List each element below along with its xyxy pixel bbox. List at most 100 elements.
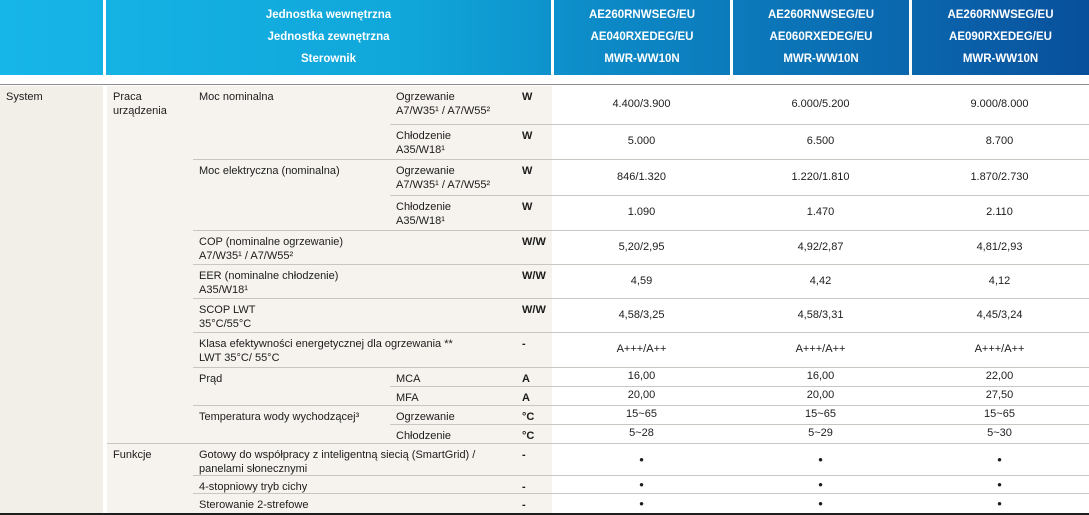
row-unit: W (510, 195, 552, 230)
header-divider (730, 0, 733, 75)
value-cell: 2.110 (910, 195, 1089, 230)
spec-table: System Praca urządzenia Funkcje Moc nomi… (0, 86, 1089, 513)
product-3-indoor-model: AE260RNWSEG/EU (947, 9, 1054, 21)
value-cell: 15~65 (731, 405, 910, 424)
value-cell: 8.700 (910, 124, 1089, 159)
value-cell: 4,12 (910, 264, 1089, 298)
value-cell: A+++/A++ (910, 332, 1089, 367)
row-label: Moc nominalna (193, 86, 390, 159)
feature-dot-cell: • (731, 475, 910, 493)
row-label: Prąd (193, 367, 390, 405)
row-unit: A (510, 367, 552, 386)
value-cell: 4,45/3,24 (910, 298, 1089, 332)
value-cell: A+++/A++ (552, 332, 731, 367)
value-cell: 4,58/3,31 (731, 298, 910, 332)
product-3-controller-model: MWR-WW10N (962, 53, 1039, 65)
row-unit: °C (510, 405, 552, 424)
row-sublabel: MCA (390, 367, 510, 386)
row-label: Gotowy do współpracy z inteligentną siec… (193, 443, 510, 475)
value-cell: 4,42 (731, 264, 910, 298)
group-label-praca-urzadzenia: Praca urządzenia (107, 86, 193, 443)
row-label: Sterowanie 2-strefowe (193, 493, 510, 513)
header-unit-type-cell: Jednostka wewnętrzna Jednostka zewnętrzn… (106, 0, 551, 75)
value-cell: 1.870/2.730 (910, 159, 1089, 195)
product-2-outdoor-model: AE060RXEDEG/EU (769, 31, 873, 43)
value-cell: 16,00 (731, 367, 910, 386)
header-divider (103, 0, 106, 75)
value-cell: 5,20/2,95 (552, 230, 731, 264)
header-controller-label: Sterownik (301, 53, 356, 65)
row-unit: - (510, 443, 552, 475)
row-unit: - (510, 332, 552, 367)
row-sublabel: Ogrzewanie A7/W35¹ / A7/W55² (390, 159, 510, 195)
product-1-outdoor-model: AE040RXEDEG/EU (590, 31, 694, 43)
value-cell: 1.470 (731, 195, 910, 230)
row-unit: W (510, 86, 552, 124)
value-cell: 4,92/2,87 (731, 230, 910, 264)
feature-dot-cell: • (731, 443, 910, 475)
header-outdoor-unit-label: Jednostka zewnętrzna (267, 31, 390, 43)
product-1-controller-model: MWR-WW10N (604, 53, 680, 65)
row-sublabel: MFA (390, 386, 510, 405)
value-cell: 5.000 (552, 124, 731, 159)
value-cell: 15~65 (910, 405, 1089, 424)
table-header-band: Jednostka wewnętrzna Jednostka zewnętrzn… (0, 0, 1089, 75)
value-cell: 5~29 (731, 424, 910, 443)
row-sublabel: Chłodzenie A35/W18¹ (390, 195, 510, 230)
value-cell: 5~28 (552, 424, 731, 443)
value-cell: 4.400/3.900 (612, 98, 671, 111)
feature-dot-cell: • (910, 443, 1089, 475)
feature-dot-cell: • (552, 443, 731, 475)
value-cell: 16,00 (552, 367, 731, 386)
group-label-funkcje: Funkcje (107, 443, 193, 513)
feature-dot-cell: • (910, 493, 1089, 513)
value-cell: 27,50 (910, 386, 1089, 405)
feature-dot-cell: • (552, 475, 731, 493)
value-cell: 1.090 (552, 195, 731, 230)
row-sublabel: Chłodzenie (390, 424, 510, 443)
feature-dot-cell: • (910, 475, 1089, 493)
row-unit: °C (510, 424, 552, 443)
feature-dot-cell: • (731, 493, 910, 513)
row-label: Temperatura wody wychodzącej³ (193, 405, 390, 443)
table-top-rule (0, 84, 1089, 85)
value-cell: 6.000/5.200 (791, 98, 850, 111)
row-sublabel: Chłodzenie A35/W18¹ (390, 124, 510, 159)
row-label: Moc elektryczna (nominalna) (193, 159, 390, 230)
row-label: Klasa efektywności energetycznej dla ogr… (193, 332, 510, 367)
value-cell: 20,00 (731, 386, 910, 405)
product-column-header-2: AE260RNWSEG/EU AE060RXEDEG/EU MWR-WW10N (733, 0, 909, 75)
product-2-controller-model: MWR-WW10N (783, 53, 859, 65)
value-cell: 9.000/8.000 (970, 98, 1029, 111)
value-cell: 4,59 (552, 264, 731, 298)
header-indoor-unit-label: Jednostka wewnętrzna (265, 9, 392, 21)
product-3-outdoor-model: AE090RXEDEG/EU (949, 31, 1052, 43)
row-unit: - (510, 475, 552, 493)
value-cell: 20,00 (552, 386, 731, 405)
value-cell: 6.500 (731, 124, 910, 159)
row-unit: W (510, 159, 552, 195)
row-label: COP (nominalne ogrzewanie) A7/W35¹ / A7/… (193, 230, 510, 264)
value-cell: 4,58/3,25 (552, 298, 731, 332)
value-cell: 1.220/1.810 (731, 159, 910, 195)
feature-dot-cell: • (552, 493, 731, 513)
row-unit: - (510, 493, 552, 513)
row-label: SCOP LWT 35°C/55°C (193, 298, 510, 332)
row-unit: W/W (510, 230, 552, 264)
value-cell: 846/1.320 (552, 159, 731, 195)
row-unit: A (510, 386, 552, 405)
row-unit: W/W (510, 298, 552, 332)
row-sublabel: Ogrzewanie A7/W35¹ / A7/W55² (390, 86, 510, 124)
value-cell: 15~65 (552, 405, 731, 424)
product-column-header-3: AE260RNWSEG/EU AE090RXEDEG/EU MWR-WW10N (912, 0, 1089, 75)
row-unit: W (510, 124, 552, 159)
header-divider (909, 0, 912, 75)
section-label-system: System (0, 86, 103, 513)
row-unit: W/W (510, 264, 552, 298)
row-label: 4-stopniowy tryb cichy (193, 475, 510, 493)
value-cell: A+++/A++ (731, 332, 910, 367)
header-divider (551, 0, 554, 75)
product-column-header-1: AE260RNWSEG/EU AE040RXEDEG/EU MWR-WW10N (554, 0, 730, 75)
product-2-indoor-model: AE260RNWSEG/EU (767, 9, 875, 21)
